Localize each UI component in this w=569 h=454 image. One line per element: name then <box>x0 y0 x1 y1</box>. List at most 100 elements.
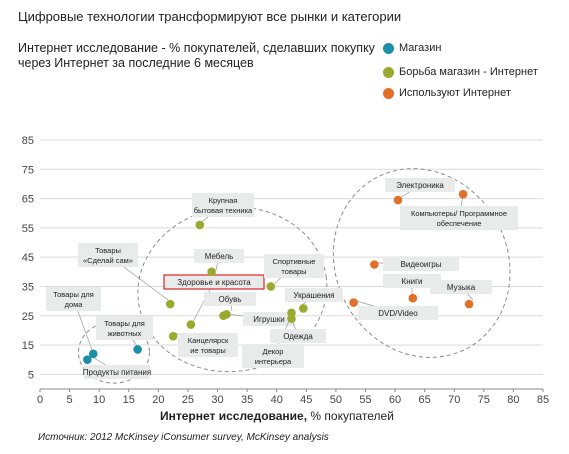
annotation-box <box>383 257 459 271</box>
x-tick-label: 60 <box>389 394 401 406</box>
annotation-label: Компьютеры/ Программное <box>411 209 507 218</box>
annotation-label: обеспечение <box>437 219 482 228</box>
legend-marker-store <box>383 43 394 54</box>
annotation-label: Канцелярск <box>188 336 229 345</box>
x-tick-label: 25 <box>182 394 194 406</box>
data-point <box>299 304 308 313</box>
data-point <box>88 349 98 359</box>
legend-label-store: Магазин <box>399 42 442 54</box>
annotation-label: дома <box>65 300 84 309</box>
annotation-box <box>192 193 254 217</box>
y-tick-label: 65 <box>22 194 34 206</box>
annotation-label: интерьера <box>255 357 292 366</box>
annotation-box <box>430 280 492 294</box>
data-point <box>370 260 379 269</box>
annotation-label: Товары <box>95 246 121 255</box>
x-tick-label: 20 <box>152 394 164 406</box>
annotation-label: Обувь <box>218 295 241 304</box>
annotation-label: Продукты питания <box>83 368 151 377</box>
data-point <box>133 345 142 354</box>
annotation-box <box>242 344 304 368</box>
source-note: Источник: 2012 McKinsey iConsumer survey… <box>38 432 329 443</box>
annotation-label: ие товары <box>190 346 226 355</box>
annotation-label: животных <box>108 329 142 338</box>
data-point <box>195 220 205 230</box>
annotation-label: Крупная <box>209 196 238 205</box>
annotation-label: Игрушки <box>253 315 284 324</box>
annotation-label: DVD/Video <box>378 309 418 318</box>
data-point <box>464 299 474 309</box>
data-point <box>168 331 178 341</box>
annotation-box <box>178 333 238 357</box>
data-point <box>393 195 403 205</box>
legend-item-fight: Борьба магазин - Интернет <box>383 66 538 78</box>
x-tick-label: 0 <box>37 394 43 406</box>
annotation-label: Одежда <box>283 332 313 341</box>
annotation-label: Декор <box>263 347 284 356</box>
x-tick-label: 5 <box>67 394 73 406</box>
y-tick-label: 35 <box>22 281 34 293</box>
annotation-box <box>358 306 438 320</box>
x-tick-label: 70 <box>448 394 460 406</box>
x-axis-title-main: Интернет исследование, <box>160 409 308 423</box>
x-tick-label: 65 <box>419 394 431 406</box>
x-tick-label: 40 <box>271 394 283 406</box>
data-point <box>458 189 468 199</box>
y-tick-label: 45 <box>22 252 34 264</box>
annotation-label: Книги <box>402 277 423 286</box>
annotation-box <box>400 206 518 230</box>
annotation-box <box>194 249 244 263</box>
y-tick-label: 25 <box>22 311 34 323</box>
data-point <box>219 311 228 321</box>
x-tick-label: 15 <box>123 394 135 406</box>
chart-subtitle: Интернет исследование - % покупателей, с… <box>18 41 375 70</box>
annotation-label: Товары для <box>53 290 94 299</box>
data-point <box>266 282 276 291</box>
x-tick-label: 80 <box>507 394 519 406</box>
y-tick-label: 15 <box>22 340 34 352</box>
annotation-box <box>78 243 138 267</box>
data-point <box>207 267 216 277</box>
y-tick-label: 5 <box>28 369 34 381</box>
x-tick-label: 10 <box>93 394 105 406</box>
annotation-box <box>46 287 101 311</box>
annotation-label: «Сделай сам» <box>83 256 133 265</box>
annotation-label: товары <box>281 267 306 276</box>
annotation-box <box>383 274 441 288</box>
data-point <box>349 298 358 307</box>
annotation-box <box>96 316 153 340</box>
annotation-label: Видеоигры <box>401 260 442 269</box>
x-tick-label: 75 <box>478 394 490 406</box>
legend-marker-internet <box>383 88 394 99</box>
x-tick-label: 55 <box>359 394 371 406</box>
x-tick-label: 50 <box>330 394 342 406</box>
legend-marker-fight <box>383 67 394 78</box>
x-tick-label: 30 <box>211 394 223 406</box>
x-axis-title: Интернет исследование, % покупателей <box>160 409 394 423</box>
annotation-box <box>270 329 326 343</box>
y-tick-label: 75 <box>22 164 34 176</box>
data-point <box>408 293 418 303</box>
annotation-label: Мебель <box>205 252 234 261</box>
annotation-label: Товары для <box>104 319 145 328</box>
annotation-label: Здоровье и красота <box>177 278 251 287</box>
annotation-box <box>204 292 256 306</box>
annotation-label: Электроника <box>396 181 444 190</box>
legend-item-internet: Используют Интернет <box>383 87 511 99</box>
data-point <box>287 314 296 323</box>
annotation-box <box>84 365 150 379</box>
annotation-box <box>264 254 324 278</box>
x-axis-title-unit: % покупателей <box>307 409 394 423</box>
annotation-box <box>243 312 295 326</box>
legend-label-internet: Используют Интернет <box>399 87 511 99</box>
x-tick-label: 85 <box>537 394 549 406</box>
annotation-label: Музыка <box>447 283 476 292</box>
annotation-label: Спортивные <box>273 257 316 266</box>
y-tick-label: 55 <box>22 223 34 235</box>
annotation-label: Украшения <box>293 291 334 300</box>
page-title: Цифровые технологии трансформируют все р… <box>18 9 402 24</box>
legend-item-store: Магазин <box>383 42 442 54</box>
x-tick-label: 45 <box>300 394 312 406</box>
y-tick-label: 85 <box>22 135 34 147</box>
